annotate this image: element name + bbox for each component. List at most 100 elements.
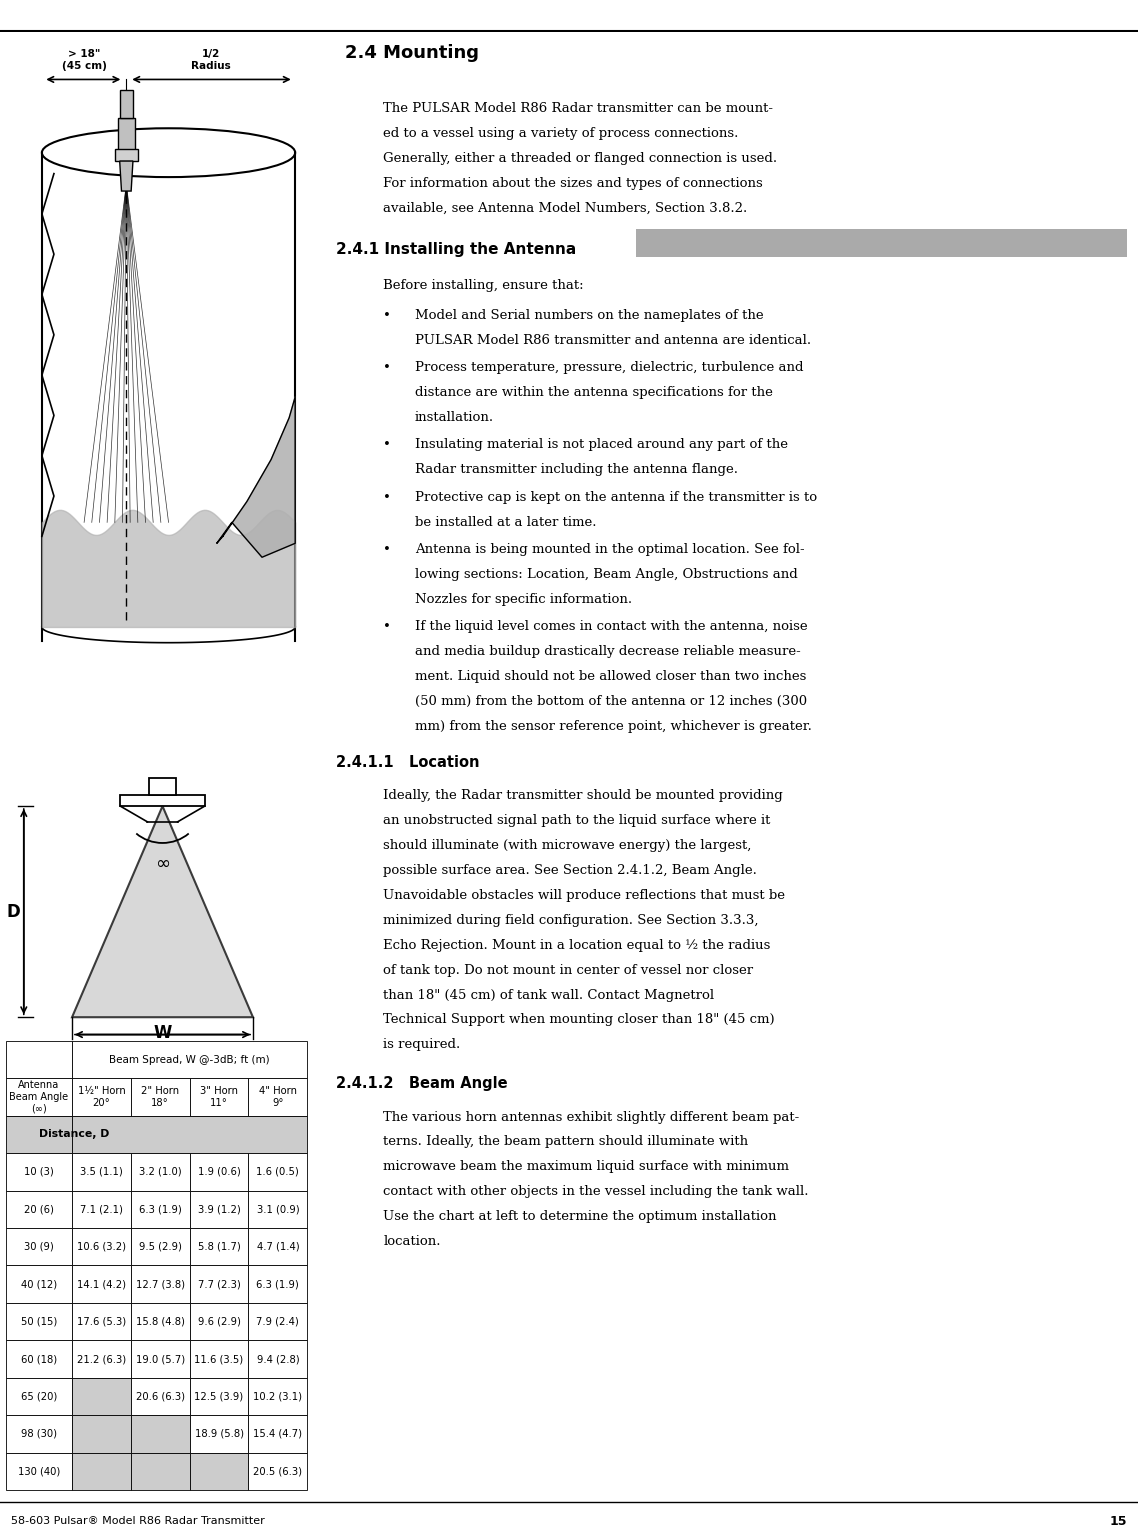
Bar <box>190 1191 248 1228</box>
Bar <box>72 1340 131 1378</box>
Text: 21.2 (6.3): 21.2 (6.3) <box>77 1354 126 1364</box>
Text: ∞: ∞ <box>155 855 170 872</box>
Text: 14.1 (4.2): 14.1 (4.2) <box>77 1279 126 1289</box>
Text: possible surface area. See Section 2.4.1.2, Beam Angle.: possible surface area. See Section 2.4.1… <box>384 865 757 877</box>
Bar <box>149 777 176 796</box>
Text: 1/2
Radius: 1/2 Radius <box>191 49 231 71</box>
Bar <box>6 1415 72 1453</box>
Text: microwave beam the maximum liquid surface with minimum: microwave beam the maximum liquid surfac… <box>384 1160 789 1173</box>
Bar <box>248 1340 307 1378</box>
Text: 9.6 (2.9): 9.6 (2.9) <box>198 1317 240 1326</box>
Bar <box>121 796 205 806</box>
Text: minimized during field configuration. See Section 3.3.3,: minimized during field configuration. Se… <box>384 914 759 927</box>
Text: Radar transmitter including the antenna flange.: Radar transmitter including the antenna … <box>414 463 737 477</box>
Text: Nozzles for specific information.: Nozzles for specific information. <box>414 593 632 606</box>
Text: Unavoidable obstacles will produce reflections that must be: Unavoidable obstacles will produce refle… <box>384 889 785 901</box>
Bar <box>190 1265 248 1303</box>
Text: •: • <box>384 491 391 504</box>
Bar <box>115 149 138 161</box>
Text: Generally, either a threaded or flanged connection is used.: Generally, either a threaded or flanged … <box>384 152 777 166</box>
Text: 2.4.1 Installing the Antenna: 2.4.1 Installing the Antenna <box>336 242 576 256</box>
Text: 12.7 (3.8): 12.7 (3.8) <box>135 1279 184 1289</box>
Text: be installed at a later time.: be installed at a later time. <box>414 515 596 529</box>
Text: installation.: installation. <box>414 411 494 425</box>
Text: Insulating material is not placed around any part of the: Insulating material is not placed around… <box>414 438 787 451</box>
Text: ment. Liquid should not be allowed closer than two inches: ment. Liquid should not be allowed close… <box>414 670 806 682</box>
Text: terns. Ideally, the beam pattern should illuminate with: terns. Ideally, the beam pattern should … <box>384 1136 749 1148</box>
Bar <box>248 1303 307 1340</box>
Bar <box>72 1191 131 1228</box>
Text: is required.: is required. <box>384 1038 461 1052</box>
Text: Antenna
Beam Angle
(∞): Antenna Beam Angle (∞) <box>9 1081 68 1113</box>
Text: •: • <box>384 362 391 374</box>
Text: 10.6 (3.2): 10.6 (3.2) <box>77 1242 126 1252</box>
Text: 7.7 (2.3): 7.7 (2.3) <box>198 1279 240 1289</box>
Bar <box>190 1415 248 1453</box>
Text: Use the chart at left to determine the optimum installation: Use the chart at left to determine the o… <box>384 1210 776 1223</box>
Text: of tank top. Do not mount in center of vessel nor closer: of tank top. Do not mount in center of v… <box>384 964 753 977</box>
Bar <box>248 1191 307 1228</box>
Bar <box>6 1303 72 1340</box>
Bar <box>72 1453 131 1490</box>
Bar <box>190 1078 248 1116</box>
Text: contact with other objects in the vessel including the tank wall.: contact with other objects in the vessel… <box>384 1185 809 1199</box>
Bar <box>248 1265 307 1303</box>
Bar <box>190 1303 248 1340</box>
Text: Model and Serial numbers on the nameplates of the: Model and Serial numbers on the nameplat… <box>414 308 764 322</box>
Text: Antenna is being mounted in the optimal location. See fol-: Antenna is being mounted in the optimal … <box>414 543 805 556</box>
Text: 3.1 (0.9): 3.1 (0.9) <box>256 1205 299 1214</box>
Text: mm) from the sensor reference point, whichever is greater.: mm) from the sensor reference point, whi… <box>414 719 811 733</box>
Bar <box>248 1153 307 1191</box>
Text: Echo Rejection. Mount in a location equal to ½ the radius: Echo Rejection. Mount in a location equa… <box>384 938 770 952</box>
Bar <box>248 1378 307 1415</box>
Text: 30 (9): 30 (9) <box>24 1242 53 1252</box>
Text: 3.9 (1.2): 3.9 (1.2) <box>198 1205 240 1214</box>
Text: 20.6 (6.3): 20.6 (6.3) <box>135 1392 184 1401</box>
Text: 2.4.1.1   Location: 2.4.1.1 Location <box>336 754 479 770</box>
Text: available, see Antenna Model Numbers, Section 3.8.2.: available, see Antenna Model Numbers, Se… <box>384 202 748 215</box>
Bar <box>6 1265 72 1303</box>
Bar <box>190 1378 248 1415</box>
Text: ed to a vessel using a variety of process connections.: ed to a vessel using a variety of proces… <box>384 127 739 140</box>
Text: 12.5 (3.9): 12.5 (3.9) <box>195 1392 244 1401</box>
Text: W: W <box>154 1024 172 1042</box>
Bar <box>131 1228 190 1266</box>
Polygon shape <box>217 397 295 558</box>
Bar <box>6 1078 72 1116</box>
Text: PULSAR Model R86 transmitter and antenna are identical.: PULSAR Model R86 transmitter and antenna… <box>414 334 811 346</box>
Text: For information about the sizes and types of connections: For information about the sizes and type… <box>384 176 762 190</box>
Text: 1½" Horn
20°: 1½" Horn 20° <box>77 1087 125 1108</box>
Bar <box>6 1041 72 1078</box>
Text: an unobstructed signal path to the liquid surface where it: an unobstructed signal path to the liqui… <box>384 814 770 828</box>
Text: 6.3 (1.9): 6.3 (1.9) <box>139 1205 182 1214</box>
Text: 2" Horn
18°: 2" Horn 18° <box>141 1087 180 1108</box>
Bar <box>72 1415 131 1453</box>
Text: Protective cap is kept on the antenna if the transmitter is to: Protective cap is kept on the antenna if… <box>414 491 817 504</box>
Text: 20 (6): 20 (6) <box>24 1205 53 1214</box>
Bar <box>119 90 133 118</box>
Text: 15: 15 <box>1110 1515 1127 1528</box>
Text: 11.6 (3.5): 11.6 (3.5) <box>195 1354 244 1364</box>
Bar <box>6 1153 72 1191</box>
Text: 4" Horn
9°: 4" Horn 9° <box>258 1087 297 1108</box>
Bar <box>190 1340 248 1378</box>
Bar <box>6 1116 72 1153</box>
Text: •: • <box>384 619 391 633</box>
Text: The PULSAR Model R86 Radar transmitter can be mount-: The PULSAR Model R86 Radar transmitter c… <box>384 103 773 115</box>
Text: should illuminate (with microwave energy) the largest,: should illuminate (with microwave energy… <box>384 839 751 852</box>
Bar <box>72 1303 131 1340</box>
Text: > 18"
(45 cm): > 18" (45 cm) <box>61 49 107 71</box>
Bar <box>118 118 134 153</box>
Text: 50 (15): 50 (15) <box>20 1317 57 1326</box>
Bar <box>6 1340 72 1378</box>
Bar <box>131 1078 190 1116</box>
Bar <box>6 1453 72 1490</box>
Text: •: • <box>384 543 391 556</box>
Text: 2.4 Mounting: 2.4 Mounting <box>345 44 479 61</box>
Text: 3" Horn
11°: 3" Horn 11° <box>200 1087 238 1108</box>
Bar <box>131 1415 190 1453</box>
Text: 60 (18): 60 (18) <box>20 1354 57 1364</box>
Bar <box>6 1191 72 1228</box>
Bar <box>190 1228 248 1266</box>
Bar <box>636 230 1127 258</box>
